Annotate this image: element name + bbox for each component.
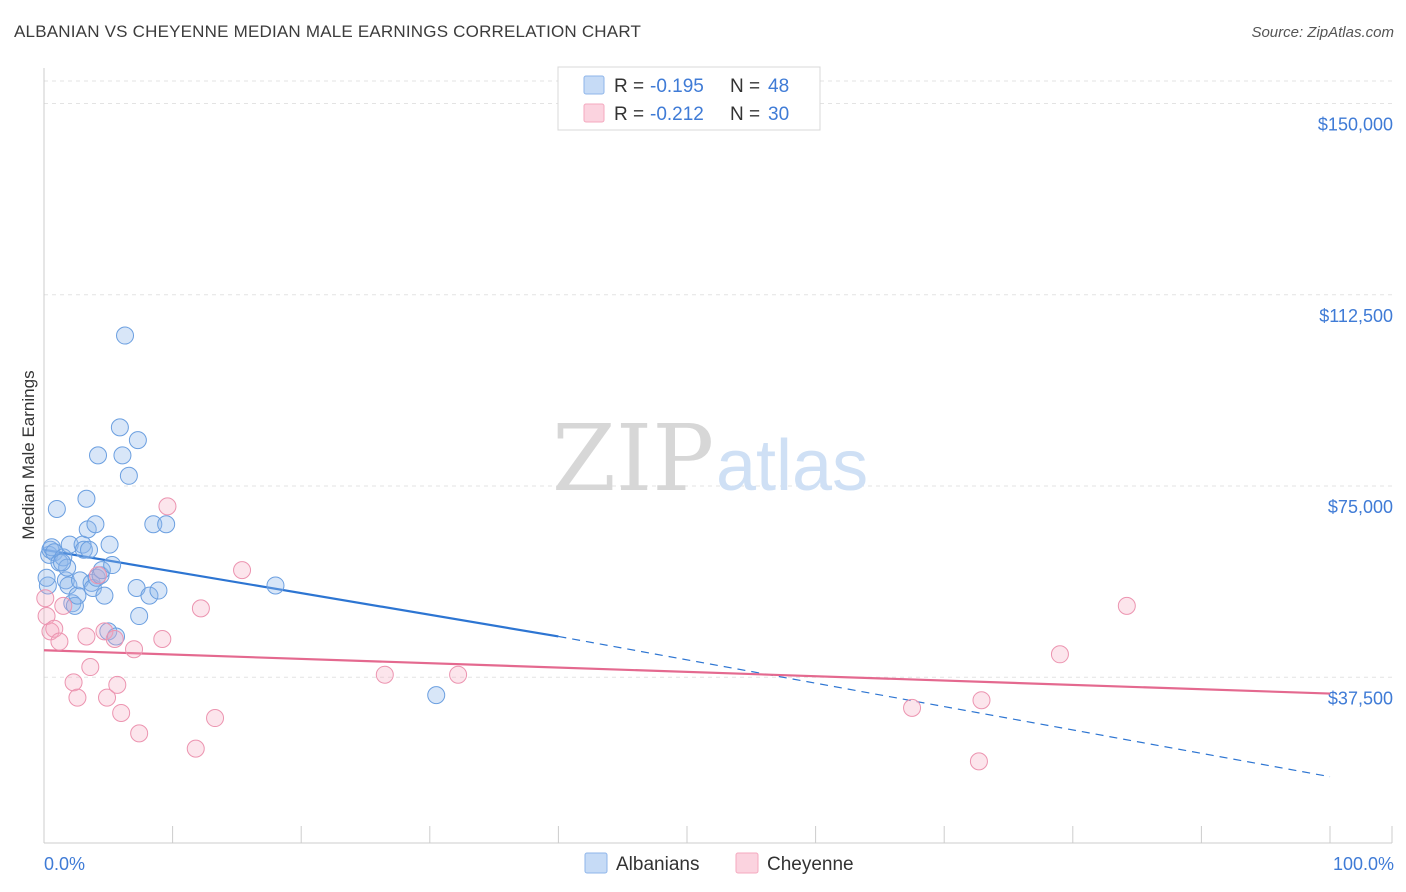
point-albanians <box>68 586 87 605</box>
source-label: Source: ZipAtlas.com <box>1251 24 1394 41</box>
legend-r-label-cheyenne: R = <box>614 104 644 125</box>
point-albanians <box>128 431 147 450</box>
point-albanians <box>47 499 66 518</box>
legend-n-value-cheyenne: 30 <box>768 104 789 125</box>
x-tick-label-max: 100.0% <box>1333 854 1394 874</box>
legend-r-label-albanians: R = <box>614 76 644 97</box>
point-albanians <box>427 686 446 705</box>
chart-title: ALBANIAN VS CHEYENNE MEDIAN MALE EARNING… <box>14 22 642 41</box>
point-cheyenne <box>105 630 124 648</box>
point-albanians <box>45 543 64 562</box>
y-tick-label: $37,500 <box>1328 688 1393 708</box>
point-albanians <box>157 515 176 534</box>
legend-n-label-albanians: N = <box>730 76 760 97</box>
point-cheyenne <box>68 688 87 707</box>
point-cheyenne <box>125 640 144 659</box>
y-axis-label: Median Male Earnings <box>19 370 38 539</box>
point-cheyenne <box>191 599 210 618</box>
point-cheyenne <box>36 589 55 608</box>
point-cheyenne <box>972 691 991 710</box>
data-points <box>36 326 1136 771</box>
point-cheyenne <box>186 739 205 758</box>
point-albanians <box>100 535 119 554</box>
point-cheyenne <box>1117 596 1136 615</box>
point-cheyenne <box>81 658 100 677</box>
point-albanians <box>60 535 79 554</box>
point-cheyenne <box>64 673 83 692</box>
point-cheyenne <box>449 665 468 684</box>
point-cheyenne <box>112 703 131 722</box>
watermark-zip: ZIP <box>552 405 714 512</box>
correlation-legend: R = -0.195 N = 48 R = -0.212 N = 30 <box>557 66 821 131</box>
point-cheyenne <box>158 497 177 516</box>
legend-r-value-albanians: -0.195 <box>650 76 704 97</box>
point-cheyenne <box>233 561 252 580</box>
legend-bottom-label-albanians: Albanians <box>616 854 699 875</box>
point-cheyenne <box>153 630 172 648</box>
point-albanians <box>266 576 285 595</box>
axis-layer <box>43 68 1393 844</box>
series-legend: Albanians Cheyenne <box>584 852 854 875</box>
point-cheyenne <box>1050 645 1069 664</box>
point-albanians <box>95 586 114 605</box>
watermark: ZIP atlas <box>552 405 868 512</box>
point-cheyenne <box>375 665 394 684</box>
point-albanians <box>53 553 72 572</box>
point-albanians <box>103 556 122 575</box>
legend-n-label-cheyenne: N = <box>730 104 760 125</box>
y-tick-label: $112,500 <box>1319 306 1393 326</box>
legend-bottom-swatch-cheyenne <box>735 852 759 874</box>
trend-line-cheyenne <box>43 649 1331 695</box>
point-cheyenne <box>50 632 69 651</box>
point-albanians <box>59 576 78 595</box>
legend-n-value-albanians: 48 <box>768 76 789 97</box>
point-albanians <box>37 568 56 587</box>
trend-line-albanians-extrapolated <box>558 635 1331 778</box>
point-cheyenne <box>108 675 127 694</box>
trend-lines <box>43 548 1331 778</box>
point-albanians <box>113 446 132 465</box>
point-cheyenne <box>89 566 108 585</box>
legend-swatch-cheyenne <box>583 103 605 123</box>
point-albanians <box>56 571 75 590</box>
point-albanians <box>116 326 135 345</box>
point-cheyenne <box>77 627 96 646</box>
point-albanians <box>119 466 138 485</box>
legend-swatch-albanians <box>583 75 605 95</box>
point-albanians <box>140 586 159 605</box>
point-albanians <box>77 489 96 508</box>
point-cheyenne <box>98 688 117 707</box>
point-cheyenne <box>95 622 114 641</box>
point-albanians <box>80 540 99 559</box>
point-albanians <box>86 515 105 534</box>
point-albanians <box>74 540 93 559</box>
point-albanians <box>89 446 108 465</box>
legend-bottom-label-cheyenne: Cheyenne <box>767 854 854 875</box>
point-cheyenne <box>54 596 73 615</box>
x-tick-label-min: 0.0% <box>44 854 85 874</box>
legend-r-value-cheyenne: -0.212 <box>650 104 704 125</box>
point-albanians <box>149 581 168 600</box>
point-albanians <box>110 418 129 437</box>
point-albanians <box>130 607 149 626</box>
point-cheyenne <box>969 752 988 771</box>
point-albanians <box>144 515 163 534</box>
grid-layer: $37,500 $75,000 $112,500 $150,000 <box>44 80 1395 708</box>
point-cheyenne <box>903 698 922 717</box>
point-albanians <box>42 538 61 557</box>
trend-line-albanians <box>43 548 559 638</box>
point-albanians <box>58 558 77 577</box>
point-cheyenne <box>206 709 225 728</box>
legend-bottom-swatch-albanians <box>584 852 608 874</box>
y-tick-label: $75,000 <box>1328 497 1393 517</box>
watermark-atlas: atlas <box>716 426 868 506</box>
y-tick-label: $150,000 <box>1318 115 1393 135</box>
point-cheyenne <box>130 724 149 743</box>
